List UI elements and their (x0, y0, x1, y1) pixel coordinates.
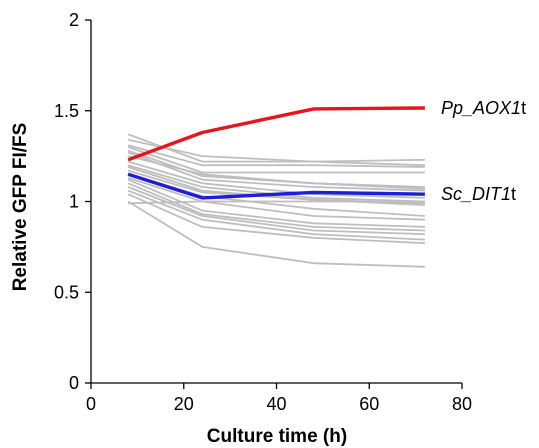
y-tick-label: 1.5 (54, 101, 79, 121)
series-label-suffix: t (521, 98, 526, 118)
x-tick-label: 40 (266, 394, 286, 414)
background-series-line (127, 193, 425, 245)
y-tick-label: 0 (69, 373, 79, 393)
background-series-line (127, 200, 425, 268)
background-series-line (127, 164, 425, 203)
y-axis-title: Relative GFP FI/FS (10, 123, 31, 292)
plot-lines (127, 106, 425, 268)
background-series-line (127, 160, 425, 199)
y-tick-label: 2 (69, 10, 79, 30)
series-label-2: Sc_DIT1t (441, 184, 516, 204)
background-series-line (127, 189, 425, 241)
axes (85, 19, 463, 389)
background-series-line (127, 146, 425, 174)
background-series-line (127, 182, 425, 232)
series-label-italic: Pp_AOX1 (441, 98, 521, 118)
highlight-series-line-2 (127, 172, 425, 200)
background-series-line (127, 155, 425, 190)
x-axis-title: Culture time (h) (207, 426, 347, 447)
background-series-line (127, 177, 425, 221)
tick-labels: 0 20 40 60 80 0 0.5 1 1.5 2 (54, 10, 472, 414)
x-tick-label: 0 (86, 394, 96, 414)
series-label-suffix: t (511, 184, 516, 204)
background-series-line (127, 144, 425, 168)
x-tick-label: 60 (359, 394, 379, 414)
x-tick-label: 80 (452, 394, 472, 414)
series-label-1: Pp_AOX1t (441, 98, 526, 118)
highlight-series-line-1 (127, 106, 425, 162)
series-label-italic: Sc_DIT1 (441, 184, 511, 204)
x-tick-label: 20 (174, 394, 194, 414)
y-tick-label: 1 (69, 192, 79, 212)
y-tick-label: 0.5 (54, 282, 79, 302)
background-series-line (127, 178, 425, 228)
background-series-line (128, 200, 425, 205)
